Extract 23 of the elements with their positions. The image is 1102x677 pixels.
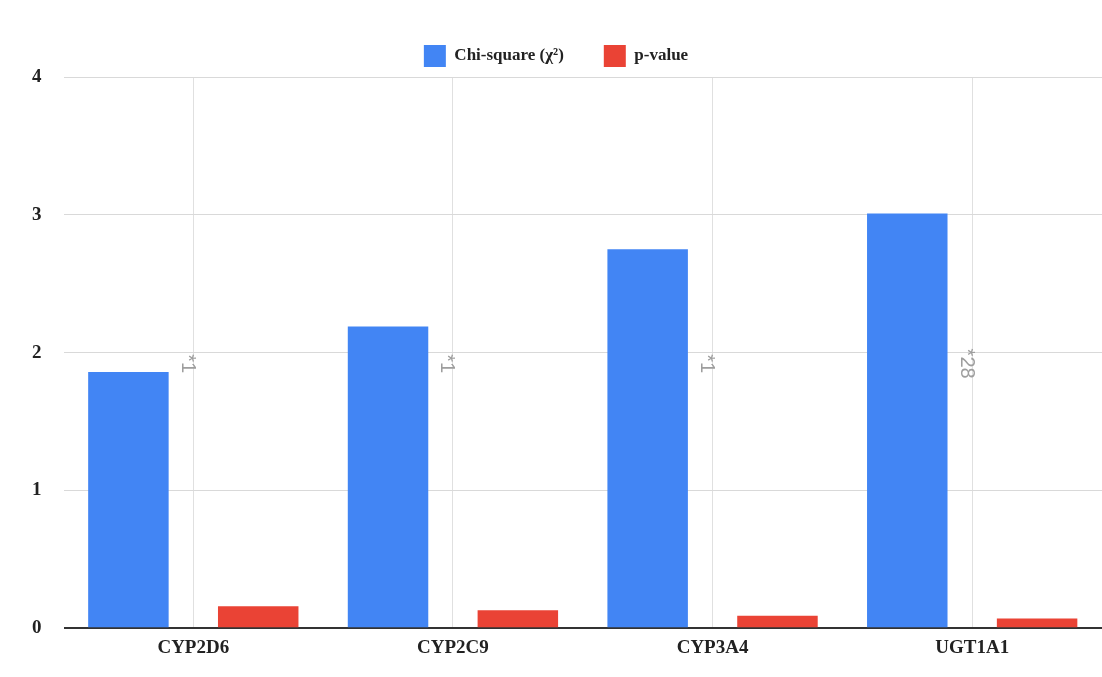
annotation: *28 [956,348,979,379]
y-tick-label: 4 [32,64,42,86]
annotation: *1 [697,354,720,374]
bar [996,618,1078,628]
x-tick-label: UGT1A1 [935,635,1010,657]
bar [347,326,429,628]
annotation: *1 [177,354,200,374]
bar [88,371,169,628]
legend-label: Chi-square (χ²) [454,45,564,65]
y-tick-label: 1 [32,478,42,500]
legend-label: p-value [634,45,689,65]
bar [477,610,559,628]
y-tick-label: 0 [32,616,42,638]
bar [607,249,688,628]
x-tick-label: CYP3A4 [676,635,749,657]
x-tick-label: CYP2D6 [157,635,230,657]
bar [217,606,299,628]
y-tick-label: 3 [32,202,42,224]
bar [867,213,948,628]
x-tick-label: CYP2C9 [417,635,489,657]
y-tick-label: 2 [32,340,42,362]
annotation: *1 [437,354,460,374]
bar [737,615,818,628]
